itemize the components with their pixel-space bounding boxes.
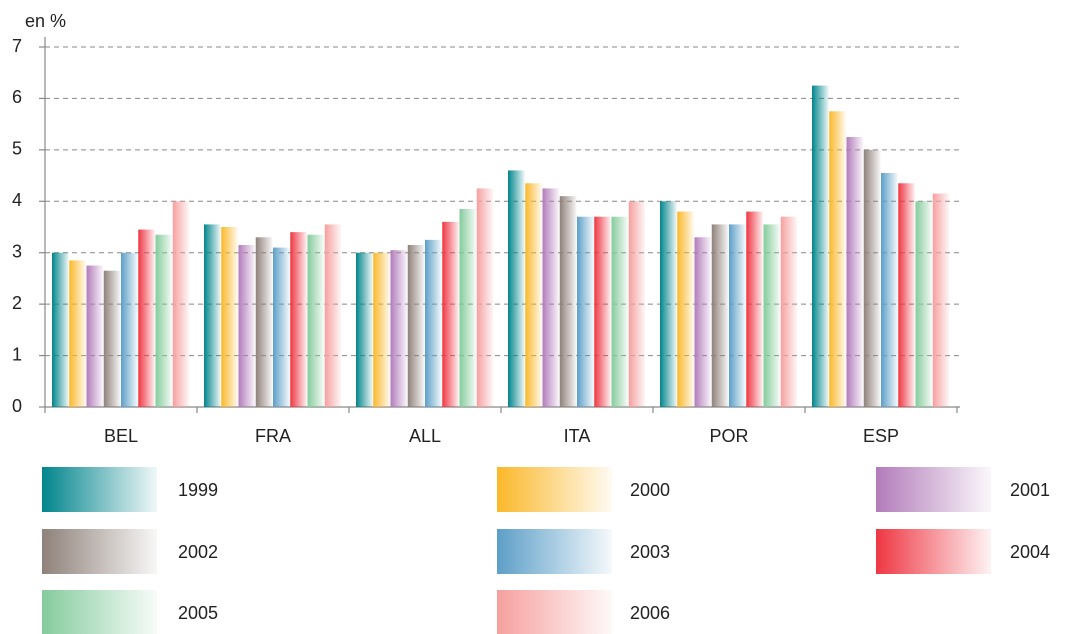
legend-label: 2005	[178, 603, 218, 623]
bar	[459, 209, 477, 407]
legend-swatch	[876, 467, 991, 512]
bar	[846, 137, 864, 407]
legend-swatch	[42, 529, 157, 574]
bar	[660, 201, 677, 407]
bar	[763, 224, 781, 407]
y-tick-label: 2	[12, 293, 22, 313]
legend-label: 2006	[630, 603, 670, 623]
bar	[508, 170, 525, 407]
bar	[307, 234, 325, 407]
legend-label: 2001	[1010, 480, 1050, 500]
bar	[221, 227, 238, 407]
bar	[525, 183, 542, 407]
legend-swatch	[42, 467, 157, 512]
y-axis-label: en %	[25, 11, 66, 31]
x-tick-label: ESP	[863, 426, 899, 446]
bar	[932, 193, 950, 407]
bar	[611, 216, 629, 407]
bar	[138, 229, 155, 407]
legend-label: 2000	[630, 480, 670, 500]
bar	[729, 224, 746, 407]
bar	[812, 85, 829, 408]
y-tick-label: 1	[12, 344, 22, 364]
bar	[694, 237, 712, 407]
bar	[442, 221, 459, 407]
bar	[324, 224, 342, 407]
bar	[425, 239, 442, 407]
bar	[390, 250, 408, 407]
bar	[542, 188, 560, 407]
bar	[829, 111, 846, 408]
bar	[559, 196, 577, 407]
bar	[677, 211, 694, 407]
y-tick-label: 4	[12, 190, 22, 210]
bar	[204, 224, 221, 407]
x-tick-label: POR	[709, 426, 748, 446]
y-tick-label: 3	[12, 241, 22, 261]
bar	[155, 234, 173, 407]
bar	[273, 247, 290, 407]
bar	[121, 252, 138, 407]
legend-label: 2002	[178, 542, 218, 562]
bar	[863, 149, 881, 407]
legend-swatch	[876, 529, 991, 574]
bar	[356, 252, 373, 407]
bar	[86, 265, 104, 407]
bar	[103, 270, 121, 407]
y-tick-label: 7	[12, 36, 22, 56]
x-tick-label: ALL	[409, 426, 441, 446]
bar	[172, 201, 190, 407]
bar	[476, 188, 494, 407]
bar	[594, 216, 611, 407]
bar	[711, 224, 729, 407]
bar	[69, 260, 86, 407]
legend-label: 2003	[630, 542, 670, 562]
bar	[898, 183, 915, 407]
legend-swatch	[497, 529, 612, 574]
y-tick-label: 5	[12, 139, 22, 159]
bar	[407, 245, 425, 407]
bar	[628, 201, 646, 407]
bar	[746, 211, 763, 407]
legend-label: 1999	[178, 480, 218, 500]
bar	[373, 252, 390, 407]
x-tick-label: BEL	[104, 426, 138, 446]
legend-swatch	[497, 590, 612, 634]
bar	[238, 245, 256, 407]
bar	[577, 216, 594, 407]
bar	[290, 232, 307, 407]
bar	[915, 201, 933, 407]
bar	[881, 173, 898, 407]
x-tick-label: ITA	[564, 426, 591, 446]
legend-label: 2004	[1010, 542, 1050, 562]
x-tick-label: FRA	[255, 426, 291, 446]
legend-swatch	[42, 590, 157, 634]
bar	[255, 237, 273, 407]
y-tick-label: 6	[12, 87, 22, 107]
legend-swatch	[497, 467, 612, 512]
y-tick-label: 0	[12, 396, 22, 416]
bar	[52, 252, 69, 407]
bar	[780, 216, 798, 407]
